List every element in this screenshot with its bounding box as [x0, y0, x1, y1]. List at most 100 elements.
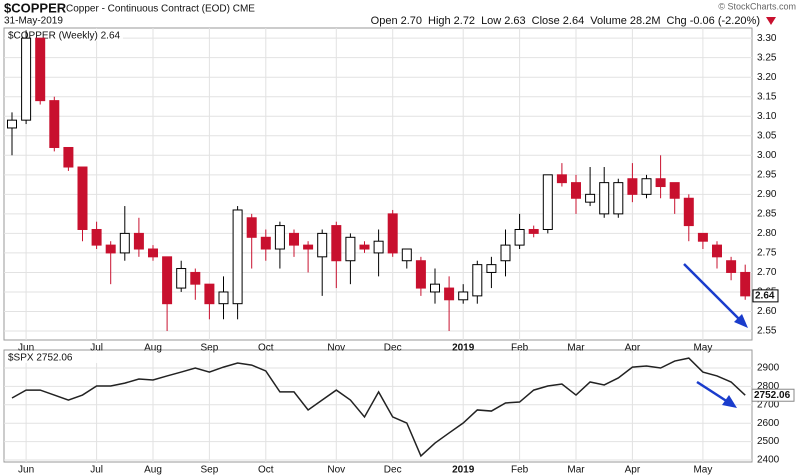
candle-body: [21, 37, 32, 121]
x-tick-label: 2019: [452, 343, 475, 354]
quote-value: 2.70: [401, 15, 422, 27]
candle-body: [77, 166, 88, 230]
y-tick-label: 2.55: [757, 326, 777, 337]
candle-body: [401, 248, 412, 262]
y-tick-label: 3.30: [757, 33, 777, 44]
legend-box: [5, 29, 123, 41]
candle-body: [49, 100, 60, 148]
copyright: © StockCharts.com: [718, 1, 796, 11]
x-tick-label: Dec: [384, 465, 402, 476]
y-tick-label: 2400: [757, 455, 780, 466]
candle-body: [472, 264, 483, 297]
candle-body: [359, 244, 370, 250]
quote-label: Open: [371, 15, 398, 27]
y-tick-label: 2.70: [757, 267, 777, 278]
candle-body: [331, 225, 342, 262]
x-tick-label: Jul: [90, 465, 103, 476]
x-tick-label: Mar: [567, 343, 585, 354]
x-tick-label: May: [693, 465, 712, 476]
candle-body: [585, 193, 596, 203]
candle-body: [148, 248, 158, 258]
candle-body: [712, 244, 722, 258]
last-price-tag: [752, 289, 779, 303]
candle-body: [119, 232, 130, 254]
candle-body: [669, 182, 680, 199]
date: 31-May-2019: [4, 16, 63, 27]
candle-body: [246, 217, 257, 238]
candle-body: [430, 283, 440, 293]
y-tick-label: 2500: [757, 436, 780, 447]
quote-label: Volume: [590, 15, 627, 27]
x-tick-label: Apr: [625, 343, 641, 354]
last-value-tag: [751, 388, 795, 402]
candle-body: [599, 182, 610, 215]
candle-body: [444, 287, 455, 301]
x-tick-label: Dec: [384, 343, 402, 354]
candle-body: [63, 146, 74, 168]
plots: 2.552.602.652.702.752.802.852.902.953.00…: [4, 28, 795, 476]
candle-body: [641, 178, 652, 195]
legend-label: $COPPER (Weekly) 2.64: [8, 31, 121, 42]
candle-body: [373, 240, 384, 254]
x-tick-label: Feb: [511, 343, 529, 354]
candle-body: [613, 182, 624, 215]
x-tick-label: Sep: [201, 343, 219, 354]
x-tick-label: Sep: [201, 465, 219, 476]
candle-body: [176, 268, 187, 289]
x-tick-label: Nov: [327, 343, 345, 354]
candle-body: [317, 232, 328, 258]
x-tick-label: May: [693, 343, 712, 354]
last-price-label: 2.64: [755, 291, 775, 302]
y-tick-label: 2800: [757, 381, 780, 392]
candle-body: [726, 260, 737, 273]
candle-body: [683, 197, 694, 227]
candle-body: [740, 271, 751, 297]
candle-body: [345, 236, 356, 262]
quote-label: Close: [532, 15, 560, 27]
annotation-arrow: [683, 263, 748, 408]
quote: Open 2.70 High 2.72 Low 2.63 Close 2.64 Volume 28…: [371, 15, 760, 27]
candle-body: [105, 244, 116, 254]
y-tick-label: 3.05: [757, 130, 777, 141]
y-tick-label: 3.00: [757, 150, 777, 161]
candle-body: [190, 271, 201, 285]
x-tick-label: Nov: [327, 465, 345, 476]
quote-value: 28.2M: [630, 15, 661, 27]
y-tick-label: 3.10: [757, 111, 777, 122]
candle-body: [303, 244, 314, 250]
candle-body: [218, 291, 229, 305]
quote-value: -0.06 (-2.20%): [690, 15, 760, 27]
candle-body: [571, 182, 581, 199]
candle-body: [387, 213, 398, 254]
candle-body: [274, 225, 285, 250]
x-tick-label: Jun: [18, 465, 34, 476]
quote-value: 2.72: [454, 15, 475, 27]
line-series: [11, 357, 746, 458]
y-tick-label: 2.95: [757, 169, 777, 180]
y-tick-label: 2600: [757, 418, 780, 429]
y-tick-label: 2900: [757, 363, 780, 374]
price-panel: [3, 27, 753, 341]
x-tick-label: Mar: [567, 465, 585, 476]
y-tick-label: 2.80: [757, 228, 777, 239]
x-tick-label: Apr: [625, 465, 641, 476]
candle-body: [35, 37, 46, 102]
legend-box: [5, 351, 105, 363]
candle-body: [7, 119, 17, 129]
quote-value: 2.63: [504, 15, 525, 27]
legend-label: $SPX 2752.06: [8, 353, 73, 364]
candle-body: [204, 283, 215, 305]
candle-body: [556, 174, 567, 184]
candle-body: [91, 228, 102, 246]
y-tick-label: 3.20: [757, 72, 777, 83]
candle-body: [232, 209, 243, 305]
y-tick-label: 3.15: [757, 91, 777, 102]
last-value-label: 2752.06: [754, 390, 791, 401]
x-tick-label: Aug: [144, 343, 162, 354]
candle-body: [500, 244, 511, 262]
candle-body: [697, 232, 708, 242]
down-arrow-icon: [766, 17, 776, 25]
x-tick-label: Jun: [18, 343, 34, 354]
candle-body: [486, 264, 497, 273]
